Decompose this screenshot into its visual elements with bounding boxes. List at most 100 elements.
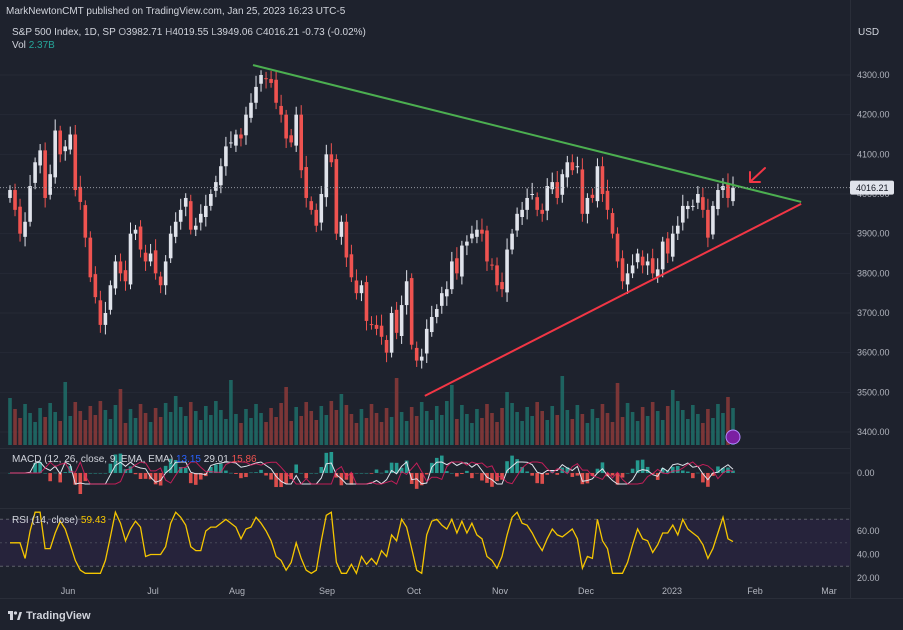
candle-body bbox=[460, 245, 464, 277]
macd-hist-bar bbox=[113, 454, 118, 473]
candle-body bbox=[711, 205, 715, 235]
vol-value: 2.37B bbox=[28, 40, 55, 51]
macd-hist-bar bbox=[520, 467, 524, 473]
candle-body bbox=[224, 146, 228, 167]
volume-bar bbox=[650, 402, 655, 445]
volume-bar bbox=[419, 402, 424, 445]
candle-body bbox=[188, 201, 193, 230]
candle-body bbox=[731, 187, 735, 202]
macd-hist-bar bbox=[224, 470, 228, 473]
volume-bar bbox=[83, 420, 88, 445]
macd-hist-bar bbox=[98, 473, 103, 474]
candle-body bbox=[48, 174, 52, 195]
candle-body bbox=[409, 278, 414, 345]
macd-hist-bar bbox=[198, 473, 203, 480]
macd-hist-bar bbox=[133, 473, 138, 475]
pane-divider-rsi bbox=[0, 508, 850, 509]
macd-hist-bar bbox=[645, 466, 650, 473]
macd-hist-bar bbox=[93, 473, 98, 474]
volume-bar bbox=[279, 403, 283, 445]
candle-body bbox=[294, 114, 298, 146]
price-tick-label: 4200.00 bbox=[857, 110, 890, 120]
candle-body bbox=[555, 182, 560, 198]
macd-hist-bar bbox=[168, 458, 173, 473]
macd-hist-bar bbox=[404, 460, 409, 473]
candle-body bbox=[515, 213, 519, 231]
instrument-name: S&P 500 Index, 1D, SP bbox=[12, 27, 116, 38]
candle-body bbox=[575, 166, 580, 168]
volume-bar bbox=[495, 422, 499, 445]
candle-body bbox=[686, 205, 690, 210]
macd-hist-bar bbox=[304, 473, 309, 479]
candle-body bbox=[289, 135, 293, 143]
macd-tick-label: 0.00 bbox=[857, 468, 875, 478]
last-price-tag bbox=[850, 180, 894, 195]
macd-legend: MACD (12, 26, close, 9, EMA, EMA) 13.15 … bbox=[12, 454, 257, 465]
volume-bar bbox=[384, 408, 389, 445]
volume-bar bbox=[675, 401, 680, 445]
volume-bar bbox=[88, 406, 93, 445]
candle-body bbox=[701, 197, 705, 210]
candle-body bbox=[650, 258, 655, 274]
macd-hist-bar bbox=[610, 473, 615, 476]
candle-body bbox=[635, 253, 640, 263]
alert-icon bbox=[725, 429, 741, 445]
macd-hist-bar bbox=[439, 455, 444, 473]
macd-hist-bar bbox=[635, 460, 640, 473]
candle-body bbox=[123, 270, 128, 282]
candle-body bbox=[148, 253, 153, 262]
macd-hist-bar bbox=[505, 461, 509, 473]
candle-body bbox=[570, 162, 575, 171]
volume-bar bbox=[153, 408, 158, 445]
candle-body bbox=[595, 166, 600, 202]
macd-hist-bar bbox=[239, 473, 243, 479]
candle-body bbox=[480, 229, 484, 234]
macd-hist-bar bbox=[640, 459, 645, 473]
candle-body bbox=[399, 305, 404, 337]
candle-body bbox=[670, 233, 675, 257]
macd-hist-bar bbox=[183, 467, 188, 473]
volume-bar bbox=[264, 422, 268, 445]
candle-body bbox=[354, 280, 359, 294]
candle-body bbox=[254, 86, 258, 103]
brand-name: TradingView bbox=[26, 610, 91, 622]
candle-body bbox=[675, 225, 680, 234]
rsi-line bbox=[10, 510, 734, 575]
macd-hist-bar bbox=[691, 473, 695, 479]
candle-body bbox=[158, 276, 163, 286]
macd-hist-bar bbox=[399, 467, 404, 473]
volume-bar bbox=[460, 405, 464, 445]
close-label: C bbox=[255, 27, 263, 38]
volume-bar bbox=[691, 405, 695, 445]
macd-hist-bar bbox=[259, 469, 263, 473]
price-tick-label: 3800.00 bbox=[857, 268, 890, 278]
candle-body bbox=[98, 300, 103, 325]
volume-bar bbox=[635, 421, 640, 445]
close-value: 4016.21 bbox=[263, 27, 300, 38]
rsi-tick-label: 20.00 bbox=[857, 573, 880, 583]
tradingview-logo[interactable]: TradingView bbox=[8, 610, 91, 622]
volume-bar bbox=[655, 411, 660, 445]
macd-hist-bar bbox=[188, 473, 193, 484]
candle-body bbox=[716, 190, 720, 210]
volume-bar bbox=[319, 406, 324, 445]
volume-bar bbox=[73, 402, 78, 445]
candle-body bbox=[204, 205, 208, 218]
macd-hist-bar bbox=[550, 470, 555, 473]
candle-body bbox=[585, 197, 590, 214]
volume-bar bbox=[525, 407, 529, 445]
volume-bar bbox=[555, 415, 560, 445]
candle-body bbox=[545, 186, 550, 211]
volume-bar bbox=[23, 404, 27, 445]
macd-hist-bar bbox=[38, 462, 42, 473]
candle-body bbox=[535, 197, 539, 210]
macd-hist-bar bbox=[716, 466, 720, 473]
macd-hist-bar bbox=[284, 473, 288, 484]
macd-hist-bar bbox=[575, 473, 580, 476]
candle-body bbox=[314, 209, 319, 226]
macd-hist-bar bbox=[364, 473, 369, 474]
rsi-legend: RSI (14, close) 59.43 bbox=[12, 515, 106, 526]
macd-hist-bar bbox=[53, 472, 57, 474]
